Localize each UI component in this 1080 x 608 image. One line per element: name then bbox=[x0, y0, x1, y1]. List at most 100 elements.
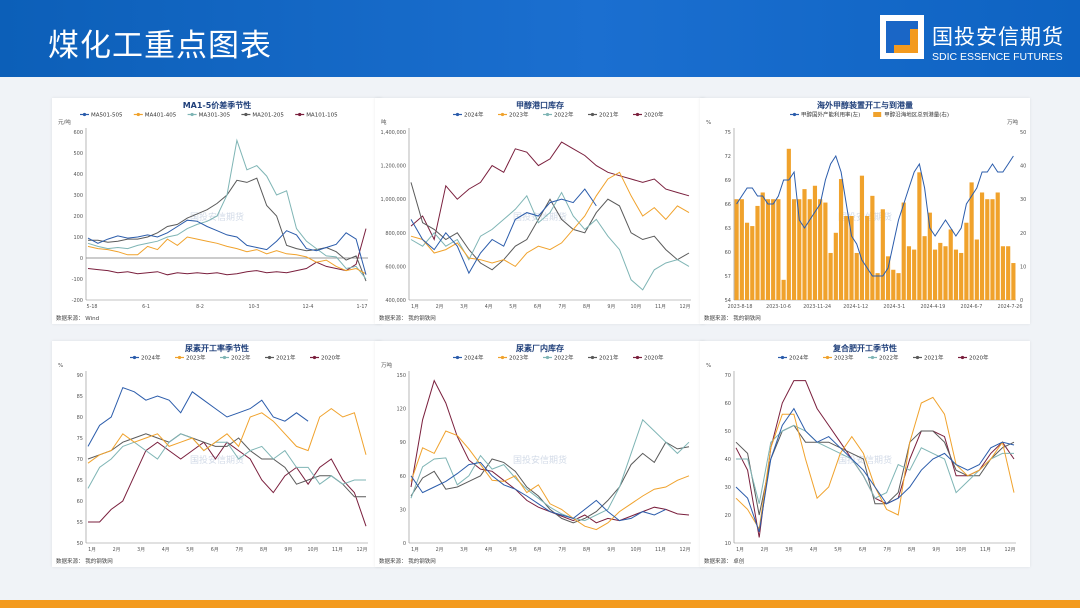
x-tick-label: 11月 bbox=[655, 547, 666, 553]
y-tick-label: 69 bbox=[725, 178, 731, 184]
x-tick-label: 6月 bbox=[211, 547, 219, 553]
data-source: 数据来源： 我的钢铁网 bbox=[379, 314, 436, 322]
y2-tick-label: 0 bbox=[1020, 298, 1023, 304]
y-tick-label: 85 bbox=[77, 394, 83, 400]
y-tick-label: 66 bbox=[725, 202, 731, 208]
chart-watermark: 国投安信期货 bbox=[838, 454, 892, 466]
x-tick-label: 1月 bbox=[411, 547, 419, 553]
bar bbox=[974, 239, 979, 300]
series-line bbox=[88, 441, 367, 527]
bar bbox=[838, 179, 844, 300]
series-line bbox=[736, 154, 1014, 277]
legend-marker bbox=[780, 355, 785, 360]
x-tick-label: 7月 bbox=[558, 304, 566, 310]
bar bbox=[865, 216, 870, 300]
chart-watermark: 国投安信期货 bbox=[190, 211, 244, 223]
x-tick-label: 2月 bbox=[436, 304, 444, 310]
data-source: 数据来源： 我的钢铁网 bbox=[56, 557, 113, 565]
bar bbox=[849, 216, 854, 300]
x-tick-label: 12-4 bbox=[303, 304, 314, 310]
chart-panel: 海外甲醇装置开工与到港量 甲醇国外产能利用率(左) 甲醇沿海地区总到港量(右)% 万吨… bbox=[700, 98, 1030, 324]
x-tick-label: 2024-6-7 bbox=[961, 304, 983, 310]
bar bbox=[812, 185, 818, 300]
y-tick-label: 800,000 bbox=[385, 231, 406, 237]
y-tick-label: 20 bbox=[725, 513, 731, 519]
bar bbox=[953, 249, 959, 300]
bar bbox=[901, 202, 906, 300]
legend-label: 2021年 bbox=[924, 354, 944, 362]
chart-title: 尿素厂内库存 bbox=[516, 343, 564, 353]
legend-label: 2023年 bbox=[186, 354, 206, 362]
chart-legend: 2024年 2023年 2022年 2021年 2020年 bbox=[453, 111, 664, 119]
x-tick-label: 12月 bbox=[680, 547, 691, 553]
legend-marker bbox=[792, 112, 797, 117]
legend-label: MA201-205 bbox=[252, 113, 284, 119]
series-line bbox=[410, 461, 667, 522]
chart-title: 海外甲醇装置开工与到港量 bbox=[817, 100, 913, 110]
y-tick-label: 600 bbox=[73, 130, 83, 136]
x-tick-label: 5月 bbox=[509, 304, 517, 310]
x-tick-label: 5月 bbox=[186, 547, 194, 553]
y-tick-label: 90 bbox=[400, 440, 406, 446]
x-tick-label: 2024-4-19 bbox=[920, 304, 945, 310]
bar bbox=[750, 226, 755, 300]
y-tick-label: 75 bbox=[77, 436, 83, 442]
bar bbox=[990, 199, 995, 300]
x-tick-label: 5-18 bbox=[87, 304, 98, 310]
chart-panel: MA1-5价差季节性 MA501-505 MA401-405 MA301-305 MA2… bbox=[52, 98, 382, 324]
legend-marker bbox=[825, 355, 830, 360]
y-tick-label: 1,000,000 bbox=[381, 197, 406, 203]
y-tick-label: 500 bbox=[73, 151, 83, 157]
bar bbox=[875, 273, 880, 300]
chart-svg: 复合肥开工季节性 2024年 2023年 2022年 2021年 2020年% 70 60 50… bbox=[704, 343, 1016, 565]
bar bbox=[995, 192, 1000, 300]
x-tick-label: 2023-8-18 bbox=[728, 304, 753, 310]
y-tick-label: 400 bbox=[73, 172, 83, 178]
x-tick-label: 5月 bbox=[834, 547, 842, 553]
x-tick-label: 3月 bbox=[137, 547, 145, 553]
y-tick-label: 30 bbox=[400, 507, 406, 513]
y-tick-label: 63 bbox=[725, 226, 731, 232]
chart-legend: 2024年 2023年 2022年 2021年 2020年 bbox=[778, 354, 989, 362]
y-tick-label: 0 bbox=[80, 256, 83, 262]
bar bbox=[818, 199, 823, 300]
legend-marker bbox=[132, 355, 137, 360]
y-tick-label: 200 bbox=[73, 214, 83, 220]
page-title: 煤化工重点图表 bbox=[48, 28, 272, 64]
x-tick-label: 11月 bbox=[980, 547, 991, 553]
legend-marker bbox=[222, 355, 227, 360]
y-tick-label: -100 bbox=[72, 277, 83, 283]
legend-label: 2022年 bbox=[554, 111, 574, 119]
bar bbox=[797, 199, 802, 300]
x-tick-label: 7月 bbox=[235, 547, 243, 553]
bar bbox=[912, 249, 917, 300]
legend-label: 2024年 bbox=[464, 354, 484, 362]
y-tick-label: 600,000 bbox=[385, 264, 406, 270]
y-tick-label: 30 bbox=[725, 485, 731, 491]
y-axis-unit: 吨 bbox=[381, 118, 387, 126]
bar bbox=[844, 216, 849, 300]
y-tick-label: 1,400,000 bbox=[381, 130, 406, 136]
bar bbox=[739, 199, 744, 300]
legend-marker bbox=[915, 355, 920, 360]
x-tick-label: 6月 bbox=[534, 304, 542, 310]
series-line bbox=[410, 191, 690, 291]
bar bbox=[765, 199, 771, 300]
header-bar: 煤化工重点图表 国投安信期货 SDIC ESSENCE FUTURES bbox=[0, 0, 1080, 77]
y2-tick-label: 30 bbox=[1020, 197, 1026, 203]
y-tick-label: 100 bbox=[73, 235, 83, 241]
x-tick-label: 12月 bbox=[357, 547, 368, 553]
legend-marker bbox=[635, 355, 640, 360]
bar bbox=[828, 252, 833, 300]
series-line bbox=[87, 236, 367, 275]
chart-legend: 甲醇国外产能利用率(左) 甲醇沿海地区总到港量(右) bbox=[790, 111, 949, 119]
chart-panel: 尿素开工率季节性 2024年 2023年 2022年 2021年 2020年% 90 85 80… bbox=[52, 341, 382, 567]
data-source: 数据来源： 我的钢铁网 bbox=[379, 557, 436, 565]
y-tick-label: 90 bbox=[77, 373, 83, 379]
series-line bbox=[410, 188, 597, 275]
bar bbox=[1011, 263, 1016, 300]
x-tick-label: 2月 bbox=[436, 547, 444, 553]
y-tick-label: 72 bbox=[725, 154, 731, 160]
